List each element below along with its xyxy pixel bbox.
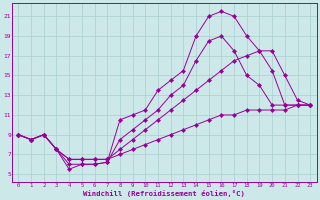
X-axis label: Windchill (Refroidissement éolien,°C): Windchill (Refroidissement éolien,°C) [84,190,245,197]
